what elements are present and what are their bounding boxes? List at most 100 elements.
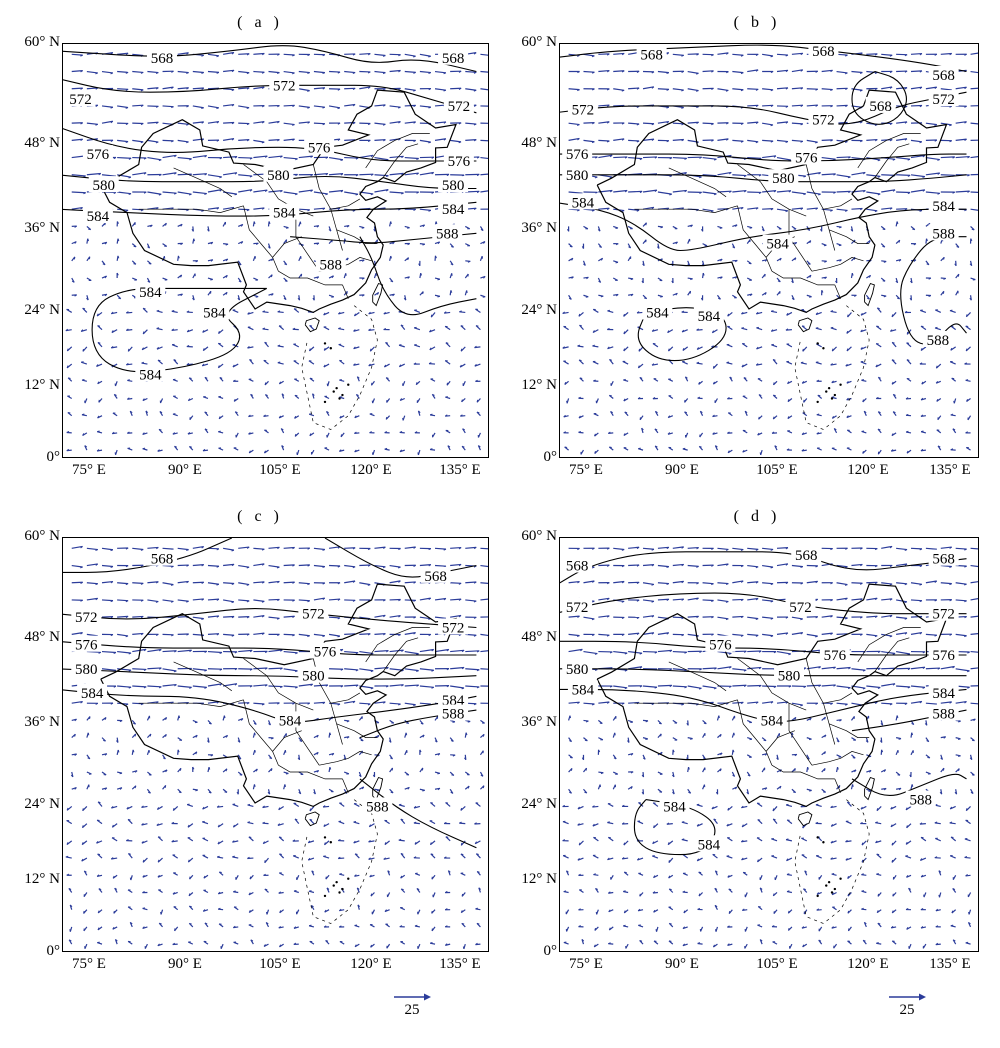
wind-vector [940, 156, 955, 159]
contour-568 [324, 538, 477, 578]
wind-vector [702, 174, 717, 177]
wind-vector [223, 582, 235, 585]
wind-vector [283, 685, 298, 688]
wind-vector [717, 666, 732, 670]
wind-vector [480, 582, 488, 585]
wind-vector [419, 616, 431, 620]
x-tick-105e: 105° E [259, 462, 301, 478]
wind-vector [821, 88, 833, 91]
wind-vector [642, 564, 655, 567]
wind-vector [298, 599, 310, 602]
wind-vector [480, 190, 488, 193]
wind-vector [101, 616, 114, 618]
wind-vector [836, 564, 848, 568]
wind-vector [970, 685, 978, 687]
wind-vector [910, 599, 923, 602]
wind-vector [851, 70, 863, 74]
wind-vector [283, 581, 295, 584]
wind-vector [147, 139, 159, 143]
wind-vector [806, 633, 818, 637]
wind-vector [192, 598, 204, 601]
wind-vector [238, 546, 250, 549]
wind-vector [925, 702, 937, 705]
china-boundary [100, 89, 457, 430]
contour-label: 576 [709, 638, 732, 654]
wind-vector [238, 70, 250, 74]
map-plot-c: 568 568 572 572 572 576 576 580 580 584 584 584 588 5… [62, 537, 489, 952]
wind-vector [851, 582, 863, 584]
wind-vector [298, 683, 313, 687]
wind-vector [910, 700, 922, 704]
wind-vector [687, 685, 702, 689]
contour-label: 572 [932, 92, 955, 108]
y-tick-0: 0° [46, 943, 61, 959]
wind-vector [192, 668, 207, 671]
wind-vector [672, 563, 684, 567]
wind-vector [806, 666, 821, 670]
wind-vector [896, 632, 908, 635]
wind-vector [955, 633, 967, 637]
wind-vector [132, 668, 147, 671]
wind-vector [747, 547, 759, 550]
wind-vector [117, 105, 129, 109]
wind-vector [283, 615, 295, 618]
wind-vector [776, 701, 789, 704]
wind-vector [657, 632, 669, 635]
china-boundary [596, 89, 948, 430]
wind-vector [970, 650, 978, 653]
wind-vector [776, 190, 792, 193]
wind-vector [791, 52, 803, 55]
panel-title-d: ( d ) [733, 508, 781, 525]
wind-vector [955, 190, 970, 193]
wind-vector [389, 121, 401, 124]
wind-vector [359, 582, 371, 586]
wind-vector [702, 156, 717, 160]
wind-vector [465, 70, 477, 73]
wind-vector [268, 580, 280, 584]
wind-vector [717, 599, 729, 603]
contour-label: 580 [75, 662, 98, 678]
wind-vector [313, 122, 325, 125]
wind-vector [568, 88, 580, 91]
wind-vector [192, 564, 204, 567]
contour-572 [63, 79, 477, 114]
wind-vector [598, 633, 610, 636]
wind-vector [747, 88, 759, 90]
wind-vector [657, 684, 672, 687]
wind-vector [359, 86, 371, 90]
contour-label: 584 [932, 686, 955, 702]
wind-vector [132, 70, 144, 74]
wind-vector [821, 173, 836, 176]
wind-vector [628, 139, 640, 142]
wind-vector [672, 546, 684, 549]
wind-vector [657, 88, 669, 90]
wind-vector [866, 615, 878, 618]
wind-vector [881, 545, 893, 549]
wind-vector [791, 191, 806, 195]
wind-vector [732, 684, 747, 687]
y-tick-12n: 12° N [521, 871, 557, 887]
wind-vector [404, 53, 416, 57]
wind-vector [389, 580, 401, 584]
wind-vector [762, 564, 774, 568]
wind-vector [747, 156, 762, 159]
wind-vector [419, 53, 431, 57]
map-canvas: 568 568 568 572 572 572 576 576 576 580 580 584 584 5… [560, 545, 978, 949]
wind-vector [434, 597, 447, 601]
wind-vector [465, 88, 477, 91]
wind-vector [940, 564, 952, 568]
contour-label: 588 [927, 333, 950, 349]
wind-vector [568, 580, 580, 584]
wind-vector [642, 156, 658, 159]
wind-vector [132, 582, 144, 584]
wind-vector [207, 547, 219, 550]
x-tick-90e: 90° E [168, 462, 202, 478]
wind-vector [910, 582, 922, 585]
wind-vector [672, 616, 684, 619]
x-tick-120e: 120° E [350, 462, 392, 478]
wind-vector [583, 121, 595, 124]
wind-vector [970, 564, 978, 568]
wind-vector [132, 547, 144, 551]
wind-vector [732, 174, 747, 177]
wind-vector [419, 70, 431, 74]
